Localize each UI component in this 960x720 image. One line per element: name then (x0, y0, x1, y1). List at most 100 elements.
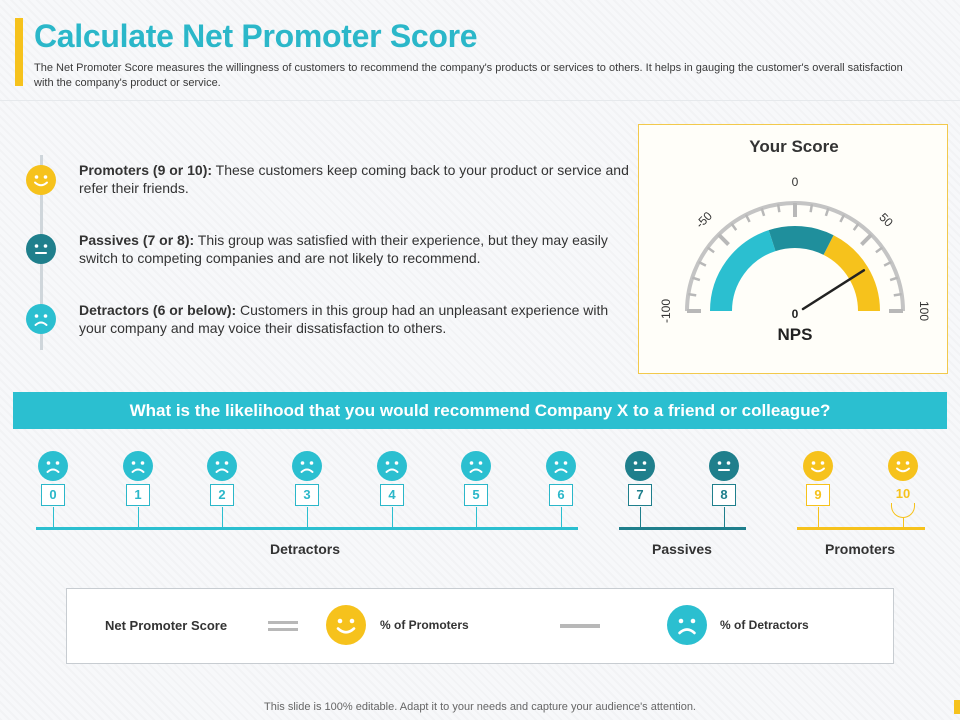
gauge-tick (852, 222, 860, 231)
gauge-needle (801, 269, 866, 311)
gauge-tick (839, 214, 846, 223)
detractors-definition-label: Detractors (6 or below): (79, 302, 237, 318)
scale-tick (222, 507, 223, 527)
gauge-tick-label: -50 (693, 209, 715, 231)
scale-value-2[interactable]: 2 (210, 484, 234, 506)
scale-sad-face-icon (292, 451, 322, 481)
formula-sad-face-icon (667, 605, 707, 645)
scale-neutral-face-icon (625, 451, 655, 481)
promoters-definition-text: These customers keep coming back to your… (79, 162, 629, 196)
formula-promoters-label: % of Promoters (380, 618, 469, 632)
gauge-tick (688, 292, 697, 297)
gauge-tick (776, 204, 781, 213)
scale-sad-face-icon (461, 451, 491, 481)
passives-definition-label: Passives (7 or 8): (79, 232, 195, 248)
detractors-definition: Detractors (6 or below): Customers in th… (79, 301, 631, 337)
detractors-definition-text: Customers in this group had an unpleasan… (79, 302, 609, 336)
nps-gauge: -100 -50 0 50 100 0 NPS (659, 175, 931, 344)
scale-happy-face-icon (888, 451, 918, 481)
corner-accent (954, 700, 960, 714)
gauge-tick-label: 100 (917, 301, 931, 321)
passive-neutral-face-icon (26, 234, 56, 264)
page-title: Calculate Net Promoter Score (34, 18, 478, 54)
gauge-value: 0 (792, 307, 799, 321)
passives-definition-text: This group was satisfied with their expe… (79, 232, 608, 266)
gauge-tick (744, 214, 751, 223)
gauge-tick (760, 207, 766, 217)
scale-tick (307, 507, 308, 527)
formula-happy-face-icon (326, 605, 366, 645)
page-subtitle: The Net Promoter Score measures the will… (34, 62, 903, 89)
gauge-nps-label: NPS (778, 325, 813, 344)
detractors-bracket-line (36, 527, 578, 530)
score-gauge-card: Your Score -100 -50 0 50 100 0 NPS (638, 124, 948, 374)
title-accent-bar (15, 18, 23, 86)
scale-tick (561, 507, 562, 527)
promoter-happy-face-icon (26, 165, 56, 195)
gauge-tick (860, 233, 873, 246)
scale-sad-face-icon (546, 451, 576, 481)
gauge-band-detractors (710, 230, 776, 312)
header-divider (0, 100, 960, 101)
footer-note: This slide is 100% editable. Adapt it to… (264, 701, 696, 713)
scale-value-8[interactable]: 8 (712, 484, 736, 506)
scale-sad-face-icon (207, 451, 237, 481)
scale-value-10[interactable]: 10 (895, 486, 911, 501)
promoters-bracket-line (797, 527, 925, 530)
detractor-sad-face-icon (26, 304, 56, 334)
detractors-group-label: Detractors (269, 541, 341, 557)
gauge-tick (698, 260, 707, 267)
passives-group-label: Passives (652, 541, 712, 557)
scale-happy-face-icon (803, 451, 833, 481)
gauge-tick-label: -100 (659, 299, 673, 323)
scale-sad-face-icon (38, 451, 68, 481)
scale-value-0[interactable]: 0 (41, 484, 65, 506)
scale-tick (640, 507, 641, 527)
scale-value-3[interactable]: 3 (295, 484, 319, 506)
scale-tick (138, 507, 139, 527)
scale-tick (53, 507, 54, 527)
scale-tick (724, 507, 725, 527)
scale-value-5[interactable]: 5 (464, 484, 488, 506)
passives-definition: Passives (7 or 8): This group was satisf… (79, 231, 631, 267)
gauge-tick (706, 246, 715, 254)
scale-tick (818, 507, 819, 527)
gauge-tick (893, 292, 902, 297)
scale-value-7[interactable]: 7 (628, 484, 652, 506)
gauge-tick-labels: -100 -50 0 50 100 (659, 175, 931, 323)
gauge-tick (889, 276, 899, 282)
gauge-tick (809, 204, 814, 213)
gauge-title: Your Score (749, 137, 839, 156)
scale-value-6[interactable]: 6 (549, 484, 573, 506)
gauge-tick (717, 233, 730, 246)
gauge-scale-ticks (685, 201, 905, 313)
equals-sign-top (268, 621, 298, 624)
nps-formula-box (66, 588, 894, 664)
question-banner: What is the likelihood that you would re… (13, 392, 947, 429)
gauge-tick (730, 222, 738, 231)
gauge-tick-label: 0 (792, 175, 799, 189)
scale-value-4[interactable]: 4 (380, 484, 404, 506)
gauge-tick (824, 207, 830, 217)
scale-tick (903, 517, 904, 527)
formula-detractors-label: % of Detractors (720, 618, 809, 632)
promoters-definition: Promoters (9 or 10): These customers kee… (79, 161, 631, 197)
passives-bracket-line (619, 527, 746, 530)
scale-connector (891, 503, 915, 518)
scale-sad-face-icon (377, 451, 407, 481)
gauge-band-passives (768, 226, 834, 256)
promoters-group-label: Promoters (824, 541, 896, 557)
minus-sign (560, 624, 600, 628)
formula-nps-label: Net Promoter Score (105, 618, 228, 633)
gauge-tick (883, 260, 892, 267)
scale-tick (392, 507, 393, 527)
equals-sign-bottom (268, 628, 298, 631)
scale-value-9[interactable]: 9 (806, 484, 830, 506)
gauge-tick (691, 276, 701, 282)
scale-value-1[interactable]: 1 (126, 484, 150, 506)
gauge-band-promoters (823, 235, 880, 312)
scale-sad-face-icon (123, 451, 153, 481)
gauge-tick (875, 246, 884, 254)
scale-tick (476, 507, 477, 527)
gauge-tick-label: 50 (876, 210, 896, 230)
